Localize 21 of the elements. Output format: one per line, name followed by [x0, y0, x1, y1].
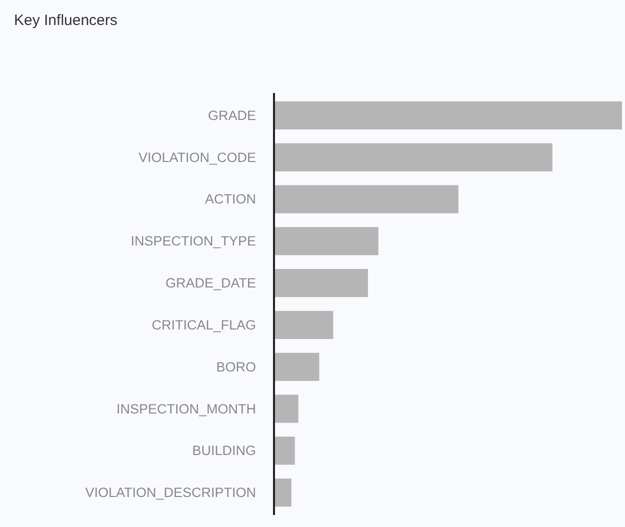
- y-tick-label: ACTION: [204, 192, 256, 207]
- bar: [274, 143, 552, 172]
- bar: [274, 269, 368, 298]
- y-tick-label: BORO: [216, 359, 256, 374]
- y-tick-label: GRADE_DATE: [165, 276, 256, 291]
- bar: [274, 394, 298, 423]
- y-tick-label: INSPECTION_MONTH: [116, 401, 256, 416]
- y-tick-label: GRADE: [208, 108, 256, 123]
- bar: [274, 185, 458, 214]
- bar: [274, 310, 334, 339]
- text: Key Influencers: [14, 12, 118, 29]
- y-tick-label: INSPECTION_TYPE: [130, 234, 256, 249]
- y-tick-label: BUILDING: [192, 443, 256, 458]
- bar: [274, 478, 292, 507]
- y-tick-label: CRITICAL_FLAG: [152, 317, 256, 332]
- y-tick-label: VIOLATION_CODE: [138, 150, 256, 165]
- y-tick-label: VIOLATION_DESCRIPTION: [85, 485, 256, 500]
- bar: [274, 436, 295, 465]
- bar: [274, 101, 622, 130]
- bar: [274, 227, 378, 256]
- bar: [274, 352, 320, 381]
